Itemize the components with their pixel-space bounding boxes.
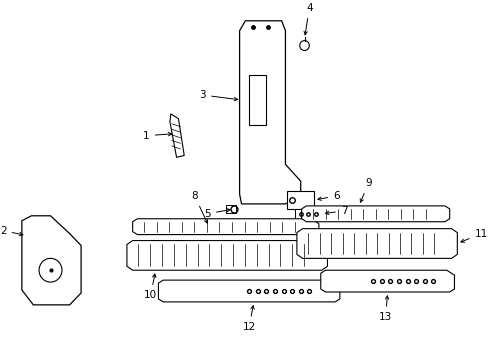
Text: 4: 4 xyxy=(304,3,312,35)
Text: 9: 9 xyxy=(360,178,371,202)
Polygon shape xyxy=(158,280,339,302)
Bar xyxy=(226,205,235,213)
Bar xyxy=(249,75,266,125)
Polygon shape xyxy=(169,114,184,157)
Polygon shape xyxy=(301,206,449,222)
Text: 7: 7 xyxy=(325,206,347,216)
Polygon shape xyxy=(296,229,456,258)
Text: 10: 10 xyxy=(144,274,157,300)
Text: 13: 13 xyxy=(378,296,391,322)
Polygon shape xyxy=(320,270,453,292)
Text: 3: 3 xyxy=(199,90,237,101)
Text: 2: 2 xyxy=(0,226,23,236)
Text: 8: 8 xyxy=(191,191,207,223)
Text: 11: 11 xyxy=(460,229,487,242)
Polygon shape xyxy=(132,219,318,235)
Text: 5: 5 xyxy=(204,208,229,219)
Text: 6: 6 xyxy=(317,191,339,201)
Polygon shape xyxy=(22,216,81,305)
Text: 12: 12 xyxy=(242,306,255,332)
Bar xyxy=(294,209,321,219)
Text: 1: 1 xyxy=(143,131,171,141)
Polygon shape xyxy=(127,240,327,270)
Polygon shape xyxy=(239,21,300,204)
Bar xyxy=(287,191,313,209)
